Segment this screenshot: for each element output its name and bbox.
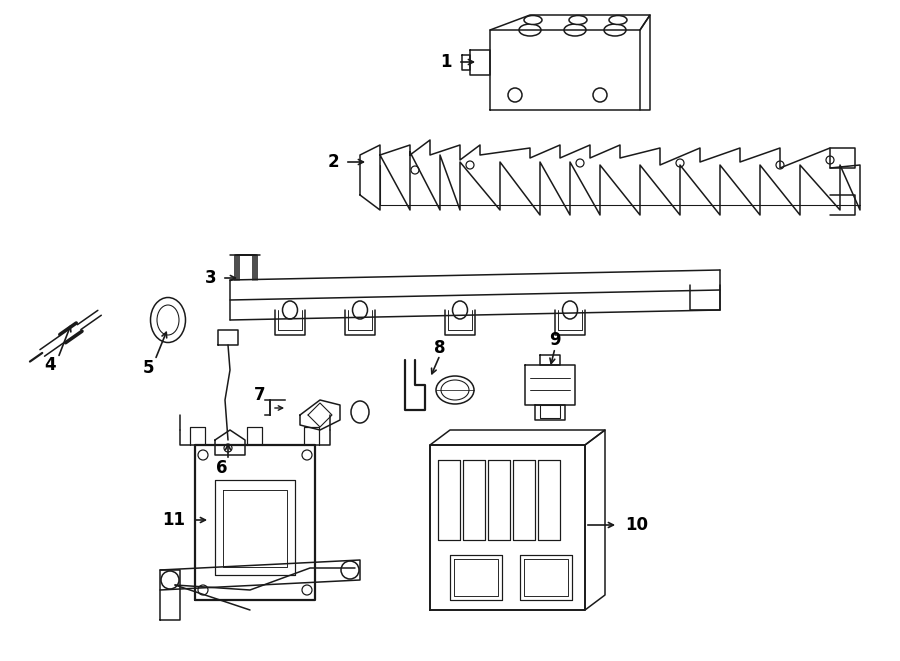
Text: 11: 11 [162, 511, 185, 529]
Text: 7: 7 [254, 386, 266, 404]
Ellipse shape [604, 24, 626, 36]
Text: 1: 1 [440, 53, 452, 71]
Ellipse shape [826, 156, 834, 164]
Ellipse shape [161, 571, 179, 589]
Ellipse shape [593, 88, 607, 102]
Text: 3: 3 [204, 269, 216, 287]
Ellipse shape [198, 585, 208, 595]
Ellipse shape [776, 161, 784, 169]
Text: 8: 8 [434, 339, 446, 357]
Ellipse shape [676, 159, 684, 167]
Text: 5: 5 [142, 359, 154, 377]
Ellipse shape [564, 24, 586, 36]
Text: 2: 2 [328, 153, 339, 171]
Ellipse shape [576, 159, 584, 167]
Ellipse shape [302, 450, 312, 460]
Ellipse shape [198, 450, 208, 460]
Ellipse shape [157, 305, 179, 335]
Ellipse shape [150, 297, 185, 342]
Ellipse shape [453, 301, 467, 319]
Ellipse shape [562, 301, 578, 319]
Ellipse shape [353, 301, 367, 319]
Text: 4: 4 [44, 356, 56, 374]
Ellipse shape [224, 444, 232, 452]
Ellipse shape [302, 585, 312, 595]
Text: 9: 9 [549, 331, 561, 349]
Ellipse shape [441, 380, 469, 400]
Ellipse shape [341, 561, 359, 579]
Ellipse shape [609, 15, 627, 24]
Ellipse shape [508, 88, 522, 102]
Text: 10: 10 [625, 516, 648, 534]
Ellipse shape [283, 301, 298, 319]
Ellipse shape [524, 15, 542, 24]
Ellipse shape [466, 161, 474, 169]
Ellipse shape [351, 401, 369, 423]
Text: 6: 6 [216, 459, 228, 477]
Ellipse shape [411, 166, 419, 174]
Ellipse shape [436, 376, 474, 404]
Ellipse shape [519, 24, 541, 36]
Ellipse shape [569, 15, 587, 24]
